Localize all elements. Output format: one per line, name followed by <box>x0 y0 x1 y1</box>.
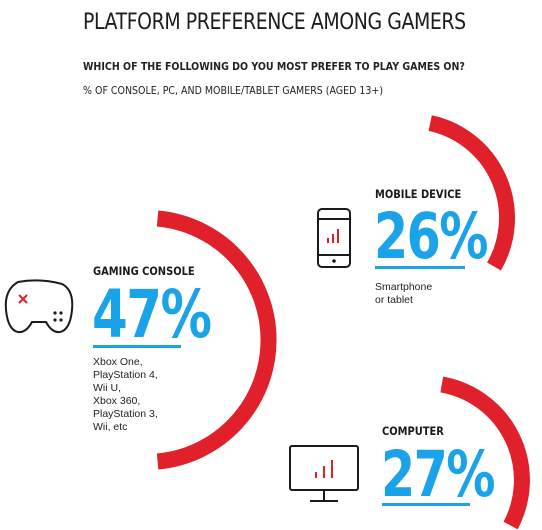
label-gaming-console: GAMING CONSOLE <box>93 264 195 278</box>
rule-gaming-console <box>93 345 181 348</box>
smartphone-icon <box>317 208 351 268</box>
page-title: PLATFORM PREFERENCE AMONG GAMERS <box>83 10 466 35</box>
desc-mobile-device: Smartphone or tablet <box>375 281 433 306</box>
label-mobile-device: MOBILE DEVICE <box>375 187 462 201</box>
desc-gaming-console: Xbox One, PlayStation 4, Wii U, Xbox 360… <box>93 356 158 433</box>
arc-mobile-device <box>428 115 515 271</box>
label-computer: COMPUTER <box>382 424 444 438</box>
arc-computer <box>440 376 530 530</box>
monitor-icon <box>289 445 359 502</box>
gamepad-icon <box>4 279 74 334</box>
arc-gaming-console <box>156 210 277 470</box>
rule-computer <box>382 503 470 506</box>
value-gaming-console: 47% <box>92 276 212 353</box>
value-mobile-device: 26% <box>374 200 488 273</box>
chart-question: WHICH OF THE FOLLOWING DO YOU MOST PREFE… <box>83 60 465 73</box>
chart-base: % OF CONSOLE, PC, AND MOBILE/TABLET GAME… <box>83 84 384 97</box>
rule-mobile-device <box>375 266 465 269</box>
value-computer: 27% <box>381 438 495 511</box>
